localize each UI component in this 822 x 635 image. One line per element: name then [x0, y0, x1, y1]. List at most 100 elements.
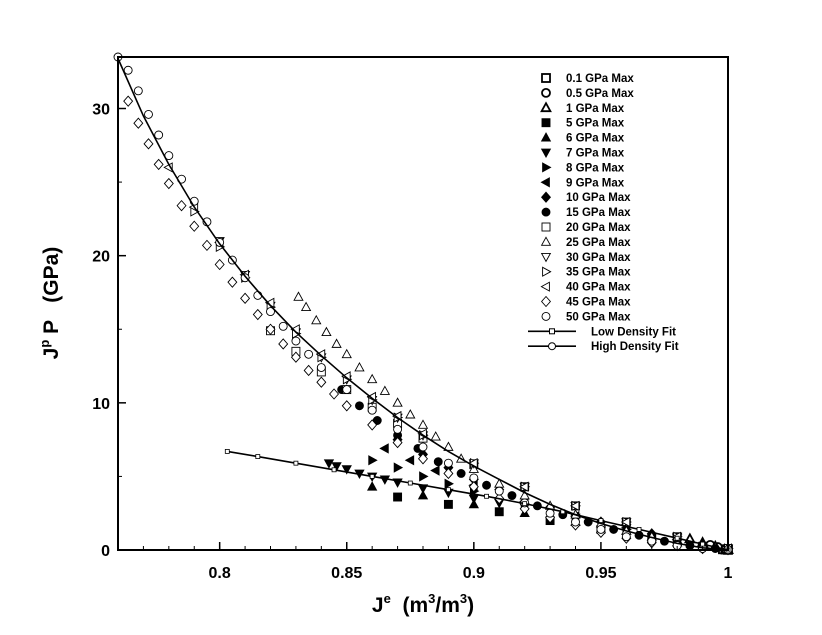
data-point [355, 401, 364, 411]
data-point [417, 419, 429, 429]
legend-symbol [541, 207, 551, 217]
legend-entry: 35 GPa Max [542, 266, 631, 279]
x-axis: 0.8 0.85 0.9 0.95 1 [142, 542, 733, 582]
legend-symbol [541, 222, 551, 232]
fit-marker [224, 448, 230, 454]
data-point [354, 361, 365, 372]
data-point [519, 481, 529, 492]
legend-label: 35 GPa Max [566, 267, 631, 279]
data-point [418, 453, 428, 465]
legend-symbol [542, 162, 552, 173]
data-point [468, 481, 479, 493]
series-35-gpa-max [190, 206, 734, 554]
data-point [571, 517, 580, 527]
x-tick-label: 0.8 [209, 565, 231, 582]
legend-entry: 50 GPa Max [541, 311, 631, 323]
x-label-unit-sup: 3 [428, 591, 435, 606]
data-point [341, 400, 352, 412]
fit-marker [407, 480, 413, 486]
legend-entry: 25 GPa Max [540, 236, 631, 249]
data-point [468, 494, 479, 505]
x-label-unit: (m [402, 594, 428, 617]
data-point [123, 95, 134, 107]
legend-label: 30 GPa Max [566, 252, 631, 264]
y-axis-label: Jp P (GPa) [37, 247, 63, 360]
series-10-gpa-max [392, 433, 708, 550]
legend-label: Low Density Fit [591, 326, 676, 338]
plot-marks [113, 52, 734, 556]
fit-marker [700, 541, 705, 547]
legend-label: 6 GPa Max [566, 133, 625, 145]
data-point [214, 258, 225, 271]
legend-symbol [540, 101, 552, 113]
data-point [303, 364, 314, 377]
data-point [443, 467, 454, 480]
y-tick-label: 30 [92, 102, 110, 119]
legend-entry: 9 GPa Max [540, 177, 625, 189]
data-point [329, 388, 340, 400]
legend-symbol [541, 191, 551, 203]
legend-label: 0.1 GPa Max [566, 73, 634, 85]
data-point [393, 492, 403, 502]
y-tick-label: 20 [92, 249, 110, 266]
data-point [341, 348, 352, 359]
fit-marker [255, 454, 261, 459]
fit-high-density-fit [117, 58, 729, 551]
data-point [278, 338, 289, 350]
x-tick-label: 0.85 [331, 565, 362, 582]
fit-marker [331, 467, 337, 473]
data-point [331, 338, 342, 348]
legend-label: 0.5 GPa Max [566, 88, 634, 100]
data-point [341, 465, 352, 475]
legend-label: 20 GPa Max [566, 222, 631, 234]
data-point [321, 326, 332, 337]
data-point [379, 385, 391, 395]
x-label-unit-sup2: 3 [460, 591, 467, 606]
legend-label: 40 GPa Max [566, 282, 631, 294]
data-point [201, 239, 212, 252]
data-point [419, 471, 429, 482]
legend-entry: 45 GPa Max [541, 295, 631, 309]
data-point [494, 507, 504, 517]
x-label-base: J [372, 594, 384, 617]
data-point [133, 117, 144, 129]
legend-symbol [548, 342, 556, 351]
data-point [265, 323, 276, 335]
data-point [291, 336, 301, 346]
legend-entry: 10 GPa Max [541, 191, 631, 204]
legend-symbol [540, 132, 552, 142]
y-axis: 0 10 20 30 [92, 102, 126, 560]
legend-symbol [540, 236, 552, 246]
data-point [293, 291, 304, 301]
legend-label: 8 GPa Max [566, 162, 625, 174]
data-point [367, 405, 377, 415]
x-axis-label: Je (m3/m3) [372, 591, 474, 617]
x-tick-label: 0.95 [585, 565, 616, 582]
fit-marker [293, 460, 299, 466]
fit-marker [674, 535, 680, 541]
legend-label: 1 GPa Max [566, 103, 625, 115]
data-point [311, 314, 322, 325]
legend-label: 50 GPa Max [566, 311, 631, 323]
data-point [596, 524, 606, 534]
data-point [367, 481, 378, 491]
legend-symbol [541, 311, 551, 321]
series-50-gpa-max [113, 52, 733, 555]
legend-entry: 30 GPa Max [540, 252, 631, 264]
fit-marker [446, 487, 451, 493]
legend-entry: 6 GPa Max [540, 132, 625, 145]
legend-entry: 20 GPa Max [541, 222, 631, 234]
data-point [444, 478, 454, 489]
y-label-rest: P (GPa) [40, 247, 63, 340]
data-point [418, 442, 428, 452]
data-point [176, 199, 187, 212]
legend-entry: 5 GPa Max [541, 118, 625, 130]
fit-marker [522, 501, 528, 507]
data-point [189, 220, 200, 232]
legend-symbol [549, 328, 555, 335]
data-point [123, 65, 133, 75]
legend-entry: High Density Fit [528, 341, 679, 353]
data-point [290, 351, 301, 363]
data-point [621, 532, 631, 542]
